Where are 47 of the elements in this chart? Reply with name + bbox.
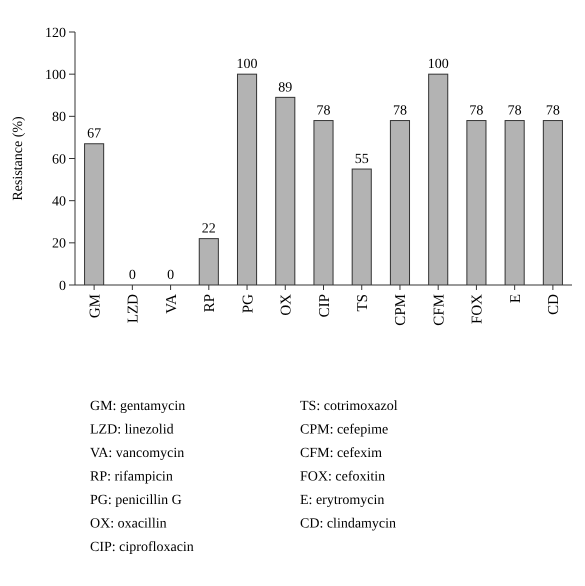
text: CFM: cefexim [300, 446, 382, 461]
text: VA: vancomycin [90, 446, 184, 461]
x-tick-label: E [508, 294, 524, 304]
y-tick-label: 80 [52, 110, 66, 126]
text: GM: gentamycin [90, 399, 186, 414]
text: TS: cotrimoxazol [300, 399, 398, 414]
text: E: erytromycin [300, 493, 384, 508]
x-tick-label: LZD [126, 294, 142, 324]
data-label: 22 [202, 222, 216, 237]
y-tick-label: 20 [52, 236, 66, 252]
y-tick-label: 120 [45, 26, 66, 41]
x-tick-label: CD [546, 294, 562, 315]
text: OX: oxacillin [90, 516, 167, 532]
x-tick-label: CIP [316, 294, 333, 318]
x-tick-label: VA [164, 294, 180, 314]
y-tick-label: 0 [59, 278, 66, 294]
y-tick-label: 60 [52, 152, 66, 168]
data-label: 55 [354, 152, 369, 168]
x-tick-label: CFM [431, 294, 448, 326]
data-label: 67 [87, 126, 102, 142]
data-label: 0 [128, 268, 136, 283]
y-axis-title: Resistance (%) [11, 116, 26, 201]
text: CPM: cefepime [300, 422, 388, 438]
y-tick-label: 100 [45, 68, 66, 84]
data-label: 78 [546, 104, 560, 119]
x-tick-label: PG [240, 294, 256, 314]
x-tick-label: RP [202, 294, 218, 312]
x-tick-label: OX [278, 294, 295, 316]
data-label: 78 [392, 104, 407, 119]
data-label: 100 [428, 57, 449, 72]
x-tick-label: GM [87, 294, 104, 318]
y-tick-label: 40 [52, 194, 66, 210]
data-label: 0 [167, 268, 174, 283]
text: RP: rifampicin [90, 470, 173, 484]
x-tick-label: CPM [393, 294, 410, 326]
text: CIP: ciprofloxacin [90, 540, 194, 555]
data-label: 78 [508, 104, 522, 119]
text: LZD: linezolid [90, 422, 174, 438]
data-label: 78 [316, 104, 330, 119]
data-label: 78 [469, 104, 484, 119]
text: PG: penicillin G [90, 493, 182, 508]
text: CD: clindamycin [300, 516, 396, 532]
x-tick-label: FOX [470, 294, 486, 324]
data-label: 100 [236, 57, 258, 72]
data-label: 89 [278, 80, 292, 96]
text: FOX: cefoxitin [300, 470, 386, 484]
x-tick-label: TS [354, 294, 371, 312]
